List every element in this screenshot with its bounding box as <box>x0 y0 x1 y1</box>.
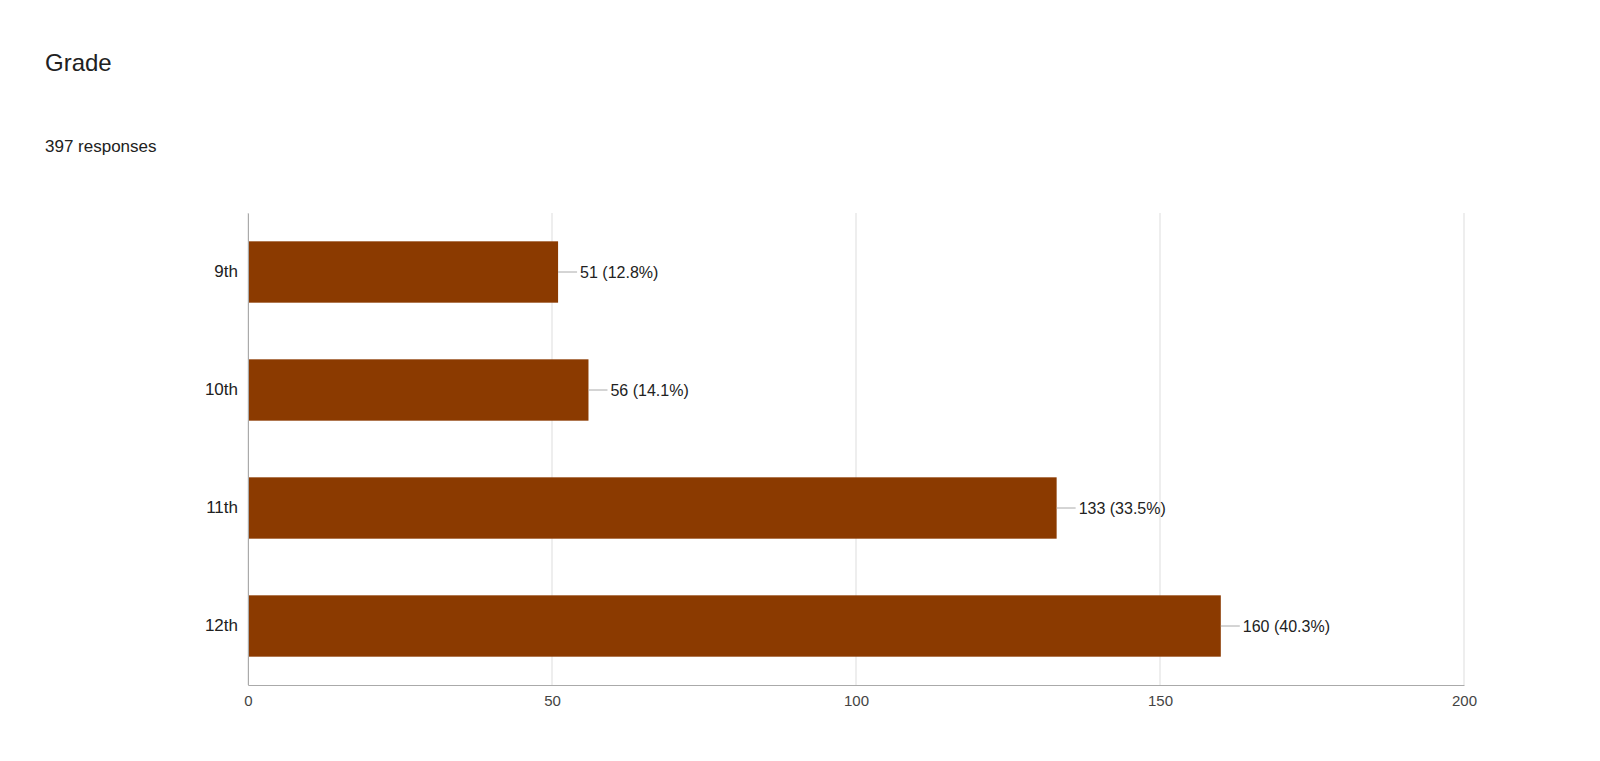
y-tick: 12th <box>205 616 248 635</box>
bar <box>248 477 1057 538</box>
x-axis: 0 50 100 150 200 <box>244 685 1477 709</box>
x-axis-line <box>249 685 1465 686</box>
leader-line <box>1057 508 1076 509</box>
y-tick-label: 10th <box>205 380 238 399</box>
grid-line <box>248 213 249 685</box>
bar <box>248 595 1221 656</box>
leader-line <box>558 272 577 273</box>
x-tick: 0 <box>244 685 252 709</box>
x-tick: 50 <box>544 685 561 709</box>
x-tick: 150 <box>1148 685 1173 709</box>
title: Grade <box>45 49 112 76</box>
y-axis: 9th 10th 11th 12th <box>205 214 249 686</box>
x-tick: 100 <box>844 685 869 709</box>
subtitle: 397 responses <box>45 137 157 156</box>
chart: Grade 397 responses 0 50 100 150 200 9th 10th 11t… <box>0 0 1600 761</box>
plot: 0 50 100 150 200 9th 10th 11th 12th 51 (12.8%) 56 … <box>205 213 1477 709</box>
y-tick: 11th <box>206 498 248 517</box>
data-label: 160 (40.3%) <box>1243 618 1330 635</box>
data-label: 51 (12.8%) <box>580 264 658 281</box>
y-tick-label: 12th <box>205 616 238 635</box>
x-tick-label: 0 <box>244 692 252 709</box>
leader-line <box>588 390 607 391</box>
x-tick-label: 100 <box>844 692 869 709</box>
leader-line <box>1221 626 1240 627</box>
x-tick: 200 <box>1452 685 1477 709</box>
data-labels: 51 (12.8%) 56 (14.1%) 133 (33.5%) 160 (40.3… <box>558 264 1330 635</box>
y-tick-label: 11th <box>206 498 238 517</box>
x-tick-label: 200 <box>1452 692 1477 709</box>
data-label: 133 (33.5%) <box>1079 500 1166 517</box>
y-tick: 9th <box>214 262 248 281</box>
x-tick-label: 150 <box>1148 692 1173 709</box>
y-tick-label: 9th <box>214 262 238 281</box>
data-label: 56 (14.1%) <box>610 382 688 399</box>
y-axis-line <box>248 214 249 686</box>
grid-line <box>1464 213 1465 685</box>
y-tick: 10th <box>205 380 248 399</box>
bar <box>248 359 588 420</box>
bar <box>248 241 558 302</box>
x-tick-label: 50 <box>544 692 561 709</box>
grid <box>248 213 1464 685</box>
bars <box>248 241 1221 656</box>
